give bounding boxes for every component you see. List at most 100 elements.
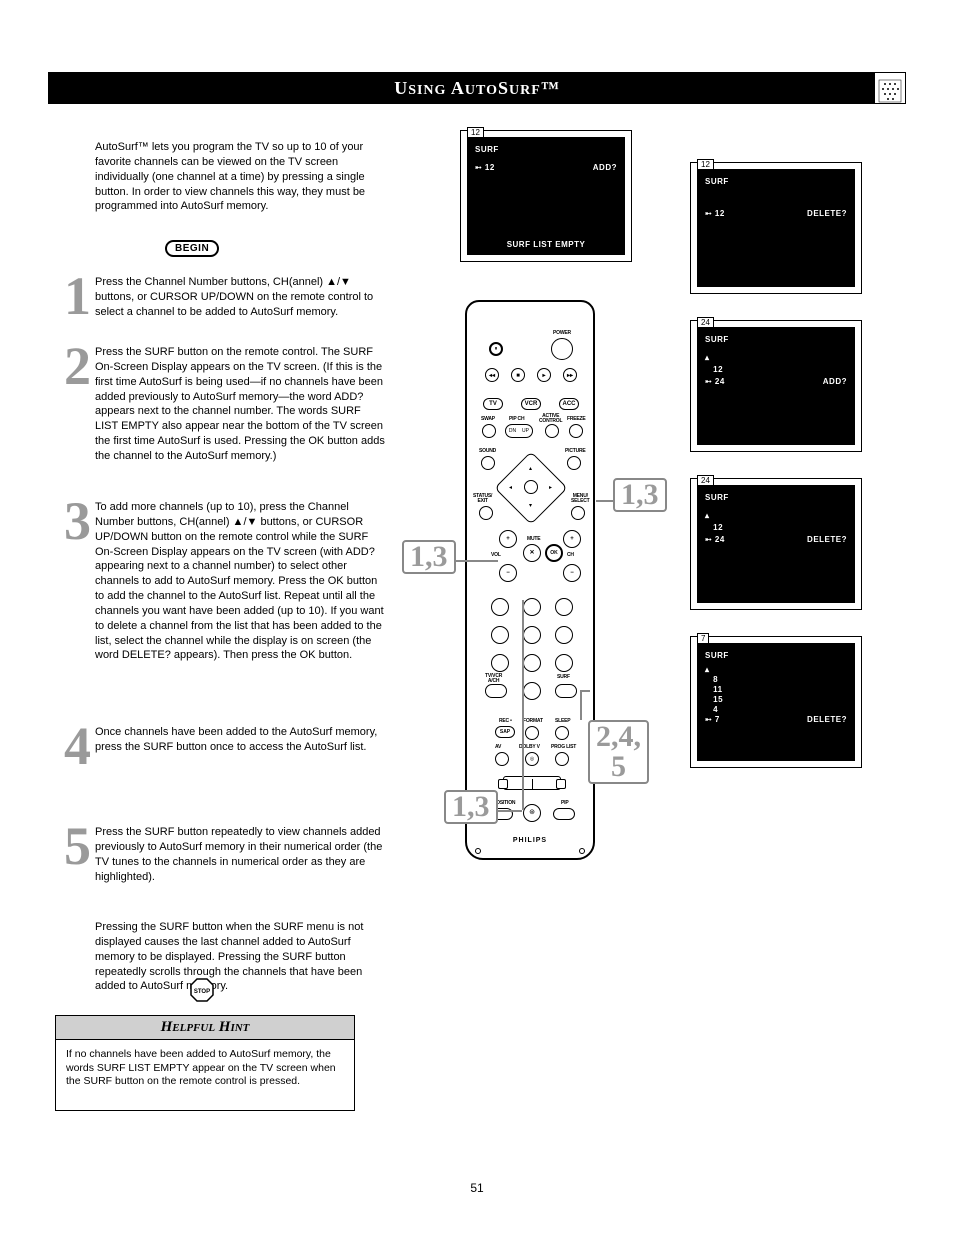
tv-line: ➸ 12ADD? <box>475 163 617 172</box>
tv-channel-badge: 24 <box>697 475 714 486</box>
status-exit-button[interactable] <box>479 506 493 520</box>
screw-icon <box>475 848 481 854</box>
menu-select-button[interactable] <box>571 506 585 520</box>
pipch-label: PIP CH <box>509 416 524 422</box>
closing-text: Pressing the SURF button when the SURF m… <box>95 920 385 994</box>
active-control-button[interactable] <box>545 424 559 438</box>
page-header: USING AUTOSURF™ <box>48 72 906 104</box>
num-8-button[interactable] <box>523 654 541 672</box>
tv-screen-mockup: SURF▴ 12➸ 24DELETE?24 <box>690 478 862 610</box>
tv-mode-button[interactable]: TV <box>483 398 503 410</box>
tv-screen-mockup: SURF▴ 12➸ 24ADD?24 <box>690 320 862 452</box>
step-text: Press the SURF button repeatedly to view… <box>95 825 385 884</box>
power-button[interactable] <box>551 338 573 360</box>
hint-title: Helpful Hint <box>56 1016 354 1040</box>
step-callout: 1,3 <box>444 790 498 824</box>
swap-button[interactable] <box>482 424 496 438</box>
tv-line: ▴ <box>705 353 847 362</box>
prog-label: PROG LIST <box>551 744 576 750</box>
ffwd-button[interactable]: ▸▸ <box>563 368 577 382</box>
pipch-button[interactable]: DNUP <box>505 424 533 438</box>
hint-box: Helpful Hint If no channels have been ad… <box>55 1015 355 1111</box>
av-label: AV <box>495 744 501 750</box>
step-number: 2 <box>55 335 91 397</box>
num-5-button[interactable] <box>523 626 541 644</box>
format-button[interactable] <box>525 726 539 740</box>
tv-line: ➸ 7DELETE? <box>705 715 847 724</box>
num-6-button[interactable] <box>555 626 573 644</box>
stop-playback-button[interactable]: ■ <box>511 368 525 382</box>
sap-button[interactable]: SAP <box>495 726 515 738</box>
tv-screen-mockup: SURF➸ 12ADD?SURF LIST EMPTY12 <box>460 130 632 262</box>
cursor-down: ▾ <box>529 502 532 509</box>
callout-line <box>580 690 590 692</box>
tv-line: 8 <box>705 675 847 684</box>
proglist-button[interactable] <box>555 752 569 766</box>
cursor-right: ▸ <box>549 484 552 491</box>
tv-channel-badge: 7 <box>697 633 709 644</box>
header-title: USING AUTOSURF™ <box>394 78 560 98</box>
tv-line: 12 <box>705 365 847 374</box>
status-label: STATUS/EXIT <box>473 494 492 504</box>
tv-surf-label: SURF <box>475 145 499 154</box>
screw-icon <box>579 848 585 854</box>
cursor-center[interactable] <box>524 480 538 494</box>
center-feature-button[interactable]: ⊛ <box>523 804 541 822</box>
tv-surf-label: SURF <box>705 177 729 186</box>
vcr-mode-button[interactable]: VCR <box>521 398 541 410</box>
callout-line <box>522 600 524 810</box>
tv-screen-mockup: SURF▴ 8 11 15 4➸ 7DELETE?7 <box>690 636 862 768</box>
num-3-button[interactable] <box>555 598 573 616</box>
tv-line: ▴ <box>705 665 847 674</box>
ch-down-button[interactable]: − <box>563 564 581 582</box>
vol-up-button[interactable]: + <box>499 530 517 548</box>
picture-button[interactable] <box>567 456 581 470</box>
callout-line <box>596 500 613 502</box>
tv-line: ➸ 24DELETE? <box>705 535 847 544</box>
ch-up-button[interactable]: + <box>563 530 581 548</box>
num-9-button[interactable] <box>555 654 573 672</box>
num-2-button[interactable] <box>523 598 541 616</box>
surf-label: SURF <box>557 674 570 680</box>
sleep-button[interactable] <box>555 726 569 740</box>
section-icon <box>874 72 906 104</box>
mute-button[interactable]: ✕ <box>523 544 541 562</box>
pause-button[interactable]: ⏸ <box>489 342 503 356</box>
callout-line <box>580 690 582 720</box>
swap-label: SWAP <box>481 416 495 422</box>
tv-line: ➸ 12DELETE? <box>705 209 847 218</box>
vol-down-button[interactable]: − <box>499 564 517 582</box>
acc-mode-button[interactable]: ACC <box>559 398 579 410</box>
num-0-button[interactable] <box>523 682 541 700</box>
sound-button[interactable] <box>481 456 495 470</box>
tv-channel-badge: 12 <box>467 127 484 138</box>
picture-label: PICTURE <box>565 448 586 454</box>
tv-surf-label: SURF <box>705 335 729 344</box>
num-4-button[interactable] <box>491 626 509 644</box>
av-button[interactable] <box>495 752 509 766</box>
step-number: 5 <box>55 815 91 877</box>
step-callout: 2,4, 5 <box>588 720 649 784</box>
rocker-bar[interactable] <box>503 776 561 790</box>
pip-button[interactable] <box>553 808 575 820</box>
surf-button[interactable] <box>555 684 577 698</box>
num-1-button[interactable] <box>491 598 509 616</box>
sleep-label: SLEEP <box>555 718 570 724</box>
pip-label: PIP <box>561 800 568 806</box>
step-number: 3 <box>55 490 91 552</box>
freeze-label: FREEZE <box>567 416 586 422</box>
rewind-button[interactable]: ◂◂ <box>485 368 499 382</box>
callout-line <box>496 810 522 812</box>
step-number: 4 <box>55 715 91 777</box>
freeze-button[interactable] <box>569 424 583 438</box>
num-7-button[interactable] <box>491 654 509 672</box>
tvvcr-button[interactable] <box>485 684 507 698</box>
stop-badge: STOP <box>190 978 214 1002</box>
callout-line <box>456 560 498 562</box>
tv-line: 12 <box>705 523 847 532</box>
play-button[interactable]: ▸ <box>537 368 551 382</box>
ok-button[interactable]: OK <box>545 544 563 562</box>
tv-line: 15 <box>705 695 847 704</box>
dolby-button[interactable]: ◎ <box>525 752 539 766</box>
begin-badge: BEGIN <box>165 240 219 257</box>
